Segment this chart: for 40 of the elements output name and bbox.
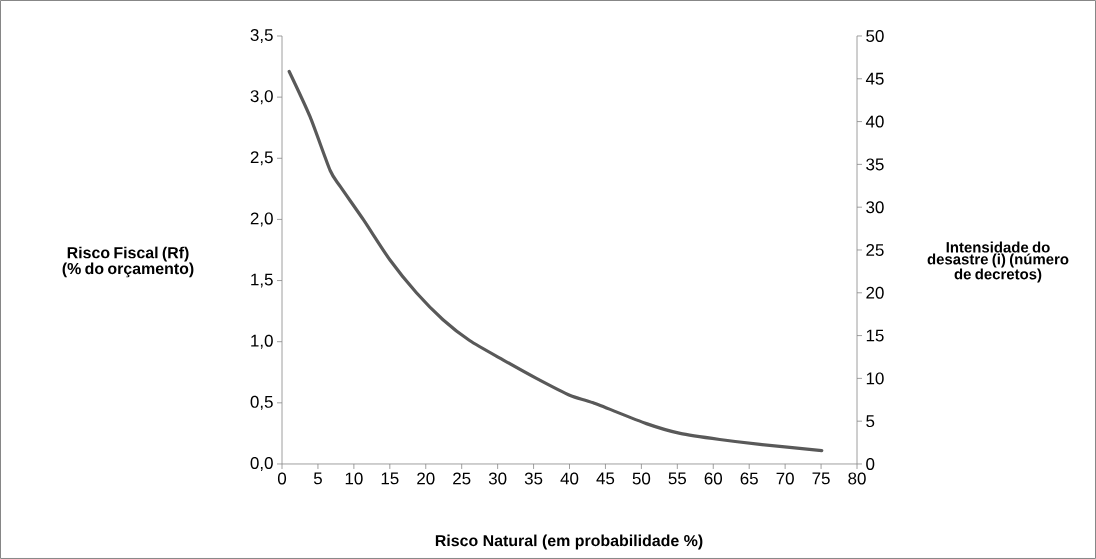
y2-tick-label: 15: [866, 329, 884, 342]
y-tick-label: 2,0: [250, 212, 273, 227]
x-tick-label: 30: [488, 472, 507, 485]
x-tick-label: 55: [668, 472, 687, 485]
y-tick-label: 0,5: [250, 395, 273, 410]
y2-tick-label: 30: [866, 201, 884, 214]
y2-tick-label: 25: [866, 243, 884, 256]
x-tick-label: 25: [453, 472, 471, 485]
y2-tick-label: 35: [866, 158, 884, 171]
y-tick-label: 1,0: [251, 334, 273, 349]
y2-tick-label: 0: [866, 457, 875, 470]
x-tick-label: 60: [704, 472, 723, 485]
y2-tick-label: 20: [866, 286, 884, 299]
y2-tick-label: 10: [866, 372, 884, 385]
x-tick-label: 10: [345, 472, 363, 485]
y-tick-label: 3,5: [250, 28, 273, 43]
x-tick-label: 65: [740, 472, 758, 485]
x-tick-label: 15: [381, 472, 399, 485]
x-tick-label: 75: [812, 472, 830, 485]
y2-axis-title: Intensidade do desastre (i) (número de decretos): [927, 241, 1069, 283]
x-tick-label: 70: [776, 472, 794, 485]
x-tick-label: 50: [632, 472, 651, 485]
x-tick-label: 0: [277, 472, 287, 485]
x-tick-label: 45: [596, 472, 615, 485]
y-tick-label: 2,5: [250, 151, 273, 166]
x-tick-label: 5: [313, 472, 322, 485]
y-tick-label: 3,0: [250, 90, 273, 105]
x-tick-label: 20: [417, 472, 435, 485]
y2-tick-label: 40: [865, 115, 884, 128]
y-tick-label: 1,5: [251, 273, 273, 288]
y2-tick-label: 45: [865, 72, 884, 85]
y-axis-title: Risco Fiscal (Rf) (% do orçamento): [62, 246, 194, 278]
y2-tick-label: 50: [866, 29, 884, 42]
x-tick-label: 35: [524, 472, 543, 485]
y-tick-label: 0,0: [250, 456, 273, 471]
x-axis-title: Risco Natural (em probabilidade %): [435, 534, 703, 550]
line-series: [287, 69, 824, 453]
y2-tick-label: 5: [866, 415, 875, 428]
x-tick-label: 40: [560, 472, 579, 485]
x-tick-label: 80: [848, 472, 866, 485]
